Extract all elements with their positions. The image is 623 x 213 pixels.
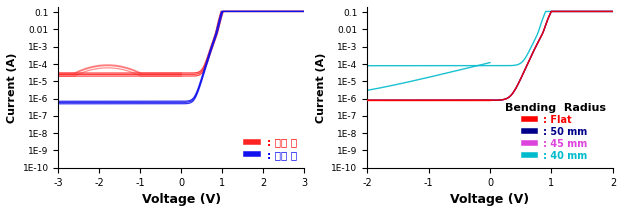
X-axis label: Voltage (V): Voltage (V) [450, 193, 530, 206]
X-axis label: Voltage (V): Voltage (V) [141, 193, 221, 206]
Legend: : 공정 전, : 공정 후: : 공정 전, : 공정 후 [244, 135, 299, 163]
Legend: : Flat, : 50 mm, : 45 mm, : 40 mm: : Flat, : 50 mm, : 45 mm, : 40 mm [503, 101, 608, 163]
Y-axis label: Current (A): Current (A) [7, 52, 17, 122]
Y-axis label: Current (A): Current (A) [316, 52, 326, 122]
